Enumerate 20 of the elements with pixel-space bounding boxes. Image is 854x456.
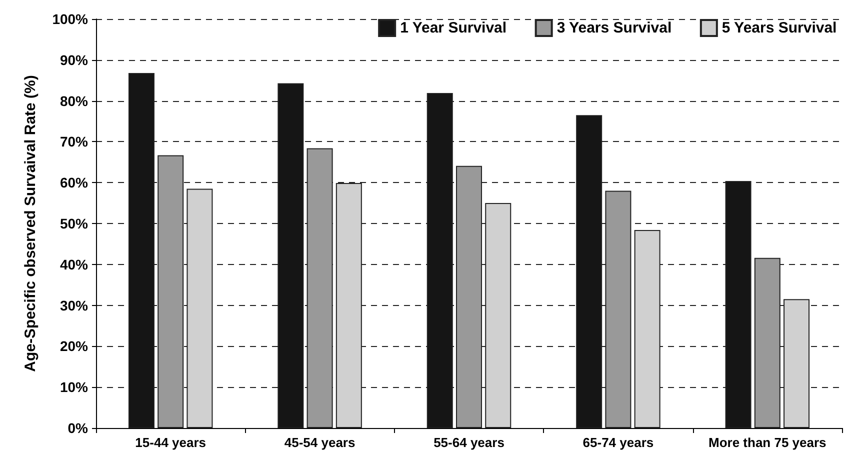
y-tick-label: 100% (52, 11, 89, 27)
x-tick-label: 15-44 years (135, 435, 206, 450)
x-tick-label: 45-54 years (284, 435, 356, 450)
y-tick-label: 50% (60, 216, 89, 232)
x-tick-label: 65-74 years (582, 435, 654, 450)
x-tick-label: 55-64 years (434, 435, 504, 450)
y-axis-title: Age-Specific observed Survaival Rate (%) (22, 75, 39, 372)
y-tick-label: 80% (60, 92, 89, 109)
y-tick-label: 0% (68, 420, 89, 436)
y-tick-label: 90% (60, 52, 89, 68)
y-tick-label: 40% (60, 256, 89, 272)
legend-label: 1 Year Survival (400, 20, 507, 36)
y-tick-label: 10% (60, 379, 89, 396)
legend-label: 5 Years Survival (722, 20, 837, 36)
y-tick-label: 20% (60, 338, 89, 354)
legend-label: 3 Years Survival (556, 20, 672, 36)
y-tick-label: 70% (60, 134, 89, 150)
y-tick-label: 30% (60, 297, 89, 314)
x-tick-label: More than 75 years (708, 435, 826, 450)
y-tick-label: 60% (60, 174, 89, 191)
